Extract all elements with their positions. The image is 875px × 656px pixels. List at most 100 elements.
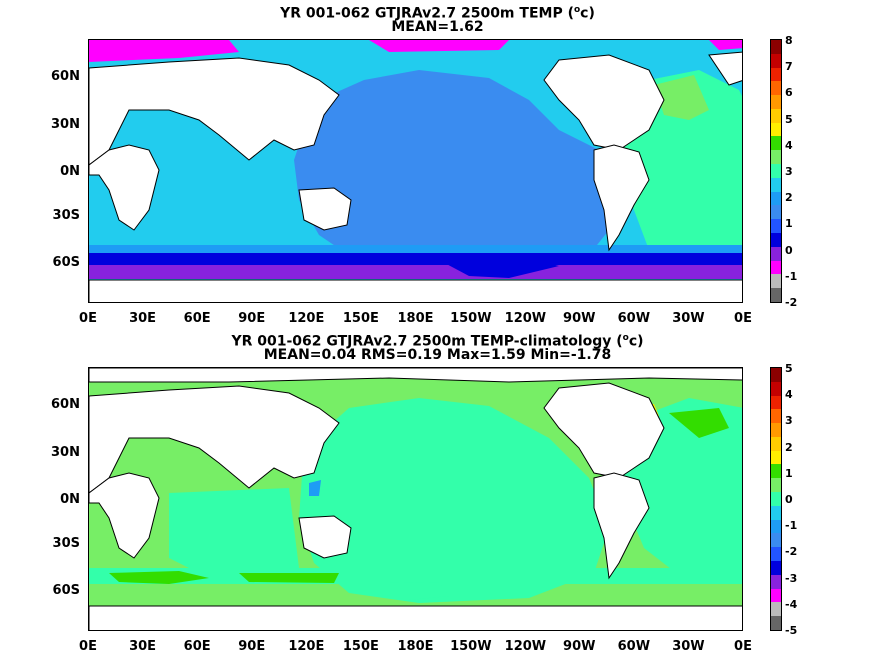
colorbar-tick-label: 2 — [785, 440, 793, 454]
bottom-map-plot — [88, 367, 743, 631]
eurasia-land — [89, 385, 340, 494]
colorbar-swatch — [771, 95, 781, 109]
lon-label: 120E — [288, 311, 325, 326]
colorbar-swatch — [771, 232, 781, 247]
lat-label: 60S — [52, 255, 80, 270]
antarctica-land — [89, 605, 742, 630]
colorbar-swatch — [771, 108, 781, 123]
colorbar-swatch — [771, 219, 781, 233]
colorbar-tick-label: -1 — [785, 519, 798, 533]
colorbar-swatch — [771, 288, 781, 302]
colorbar-tick-label: -2 — [785, 296, 798, 309]
colorbar-swatch — [771, 409, 781, 424]
lon-label: 180E — [397, 639, 434, 654]
top-map-subtitle: MEAN=1.62 — [391, 19, 484, 35]
lon-label: 120E — [288, 639, 325, 654]
colorbar-swatch — [771, 464, 781, 479]
colorbar-swatch — [771, 560, 781, 575]
europe-land — [708, 51, 742, 86]
colorbar-tick-label: -1 — [785, 269, 798, 283]
colorbar-swatch — [771, 574, 781, 589]
lat-label: 30S — [52, 208, 80, 223]
colorbar-swatch — [771, 177, 781, 192]
colorbar-tick-label: 0 — [785, 243, 793, 257]
colorbar-swatch — [771, 616, 781, 630]
lon-label: 30E — [129, 311, 157, 326]
south-america-land — [593, 144, 650, 252]
top-map-field — [89, 40, 742, 302]
colorbar-swatch — [771, 40, 781, 54]
colorbar-tick-label: 6 — [785, 86, 793, 100]
colorbar-swatch — [771, 533, 781, 548]
arctic-magenta-west — [89, 40, 239, 62]
lon-label: 120W — [504, 311, 547, 326]
australia-land — [298, 187, 352, 231]
antarctic-band — [89, 265, 742, 279]
africa-land — [89, 144, 160, 231]
lon-label: 0E — [79, 311, 97, 326]
circumpolar-band — [89, 253, 742, 265]
colorbar-swatch — [771, 547, 781, 561]
colorbar-tick-label: -4 — [785, 597, 798, 611]
lon-label: 60W — [617, 639, 651, 654]
colorbar-tick-label: 8 — [785, 34, 793, 47]
colorbar-swatch — [771, 519, 781, 534]
colorbar-tick-label: -5 — [785, 624, 798, 637]
lon-label: 90W — [563, 311, 596, 326]
colorbar-swatch — [771, 381, 781, 396]
lat-label: 60S — [52, 583, 80, 598]
southern-pos-mid — [239, 573, 339, 583]
arctic-land — [89, 368, 742, 383]
lat-label: 0N — [60, 492, 80, 507]
colorbar-swatch — [771, 191, 781, 206]
colorbar-swatch — [771, 505, 781, 520]
colorbar-swatch — [771, 67, 781, 82]
lon-label: 150W — [450, 639, 492, 654]
colorbar-swatch — [771, 260, 781, 275]
colorbar-tick-label: 3 — [785, 165, 793, 178]
colorbar-swatch — [771, 492, 781, 506]
pacific-sector-low — [439, 254, 559, 278]
pacific-water-mass — [294, 70, 614, 272]
colorbar-swatch — [771, 122, 781, 137]
colorbar-swatch — [771, 436, 781, 451]
lat-label: 30N — [51, 445, 80, 460]
lon-label: 0E — [734, 639, 752, 654]
colorbar-tick-label: 2 — [785, 191, 793, 205]
colorbar-swatch — [771, 246, 781, 261]
lon-label: 180E — [397, 311, 434, 326]
lon-label: 30W — [672, 639, 705, 654]
lon-label: 150E — [342, 639, 379, 654]
lon-label: 30W — [672, 311, 705, 326]
colorbar-swatch — [771, 588, 781, 603]
maritime-neg-spot — [309, 480, 321, 496]
colorbar-swatch — [771, 450, 781, 465]
eurasia-land — [89, 57, 340, 166]
lat-label: 60N — [51, 397, 80, 412]
antarctica-land — [89, 279, 742, 302]
lon-label: 150W — [450, 311, 492, 326]
lon-label: 150E — [342, 311, 379, 326]
top-colorbar — [770, 39, 782, 303]
lon-label: 0E — [79, 639, 97, 654]
colorbar-swatch — [771, 150, 781, 165]
colorbar-swatch — [771, 395, 781, 410]
lat-label: 0N — [60, 164, 80, 179]
colorbar-tick-label: 4 — [785, 138, 793, 152]
colorbar-swatch — [771, 274, 781, 289]
lon-label: 90E — [238, 639, 266, 654]
pacific-anomaly — [299, 398, 609, 603]
colorbar-tick-label: 3 — [785, 414, 793, 428]
colorbar-tick-label: 1 — [785, 217, 793, 231]
colorbar-swatch — [771, 423, 781, 437]
colorbar-swatch — [771, 205, 781, 220]
top-map-plot — [88, 39, 743, 303]
colorbar-tick-label: 4 — [785, 388, 793, 402]
lon-label: 60W — [617, 311, 651, 326]
colorbar-swatch — [771, 136, 781, 151]
lon-label: 120W — [504, 639, 547, 654]
colorbar-swatch — [771, 478, 781, 493]
south-america-land — [593, 472, 650, 580]
ross-sea-patch — [389, 582, 449, 600]
arctic-magenta-east — [369, 40, 509, 52]
